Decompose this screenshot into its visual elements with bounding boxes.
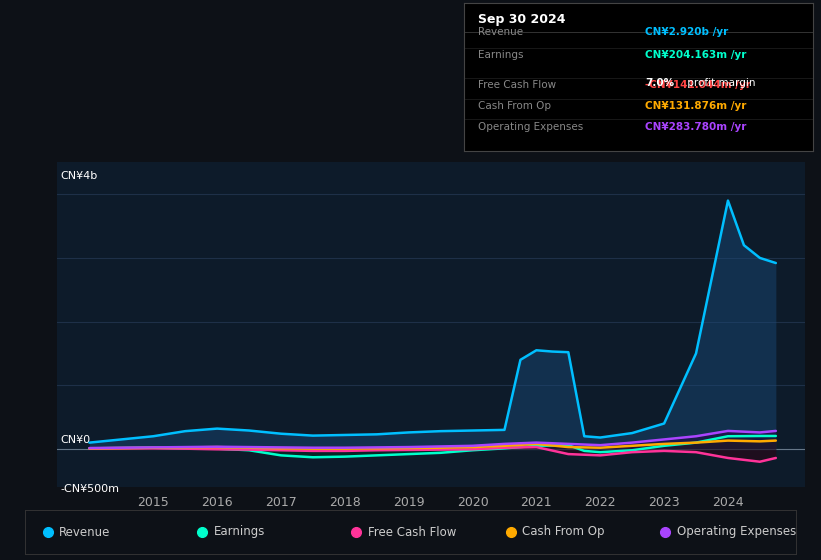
Text: -CN¥500m: -CN¥500m — [61, 484, 120, 494]
Text: Cash From Op: Cash From Op — [478, 101, 551, 111]
Text: Free Cash Flow: Free Cash Flow — [478, 80, 556, 90]
Text: CN¥0: CN¥0 — [61, 435, 91, 445]
Text: Cash From Op: Cash From Op — [522, 525, 605, 539]
Text: CN¥131.876m /yr: CN¥131.876m /yr — [645, 101, 746, 111]
Text: Operating Expenses: Operating Expenses — [478, 122, 583, 132]
Text: Earnings: Earnings — [478, 50, 523, 60]
Text: -CN¥141.044m /yr: -CN¥141.044m /yr — [645, 80, 751, 90]
Text: 7.0%: 7.0% — [645, 78, 674, 88]
Text: Revenue: Revenue — [478, 26, 523, 36]
Text: Sep 30 2024: Sep 30 2024 — [478, 13, 566, 26]
Text: Revenue: Revenue — [59, 525, 111, 539]
Text: CN¥204.163m /yr: CN¥204.163m /yr — [645, 50, 746, 60]
Text: profit margin: profit margin — [684, 78, 755, 88]
Text: Free Cash Flow: Free Cash Flow — [368, 525, 456, 539]
Text: CN¥2.920b /yr: CN¥2.920b /yr — [645, 26, 728, 36]
Text: Operating Expenses: Operating Expenses — [677, 525, 796, 539]
Text: Earnings: Earnings — [213, 525, 265, 539]
Text: CN¥283.780m /yr: CN¥283.780m /yr — [645, 122, 746, 132]
Text: CN¥4b: CN¥4b — [61, 171, 98, 181]
